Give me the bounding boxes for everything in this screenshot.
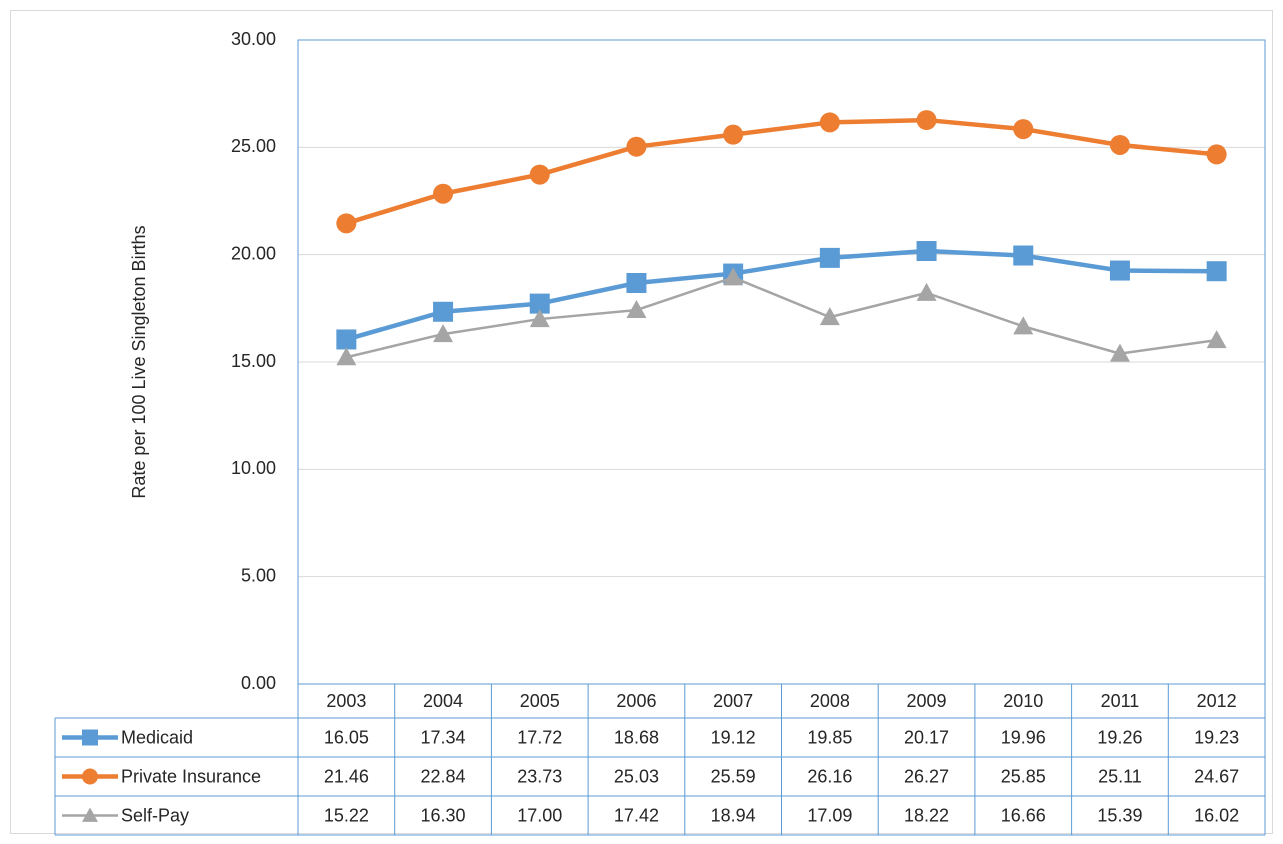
- marker: [1206, 144, 1227, 165]
- y-axis-label: Rate per 100 Live Singleton Births: [129, 225, 149, 498]
- legend-label: Self-Pay: [121, 805, 189, 825]
- table-value: 25.59: [711, 766, 756, 786]
- marker: [1013, 119, 1034, 140]
- x-tick-label: 2004: [423, 691, 463, 711]
- x-tick-label: 2010: [1003, 691, 1043, 711]
- marker: [1206, 261, 1227, 282]
- table-value: 26.16: [807, 766, 852, 786]
- table-value: 16.66: [1001, 805, 1046, 825]
- x-tick-label: 2003: [326, 691, 366, 711]
- table-value: 19.26: [1097, 727, 1142, 747]
- x-tick-label: 2007: [713, 691, 753, 711]
- y-tick-label: 10.00: [231, 458, 276, 478]
- marker: [723, 124, 744, 145]
- marker: [529, 164, 550, 185]
- table-value: 15.39: [1097, 805, 1142, 825]
- y-tick-label: 5.00: [241, 565, 276, 585]
- marker: [529, 309, 550, 328]
- marker: [336, 213, 357, 234]
- marker: [626, 273, 647, 294]
- table-value: 15.22: [324, 805, 369, 825]
- marker: [916, 110, 937, 131]
- table-value: 23.73: [517, 766, 562, 786]
- table-value: 17.72: [517, 727, 562, 747]
- table-value: 18.22: [904, 805, 949, 825]
- marker: [916, 241, 937, 262]
- table-value: 18.94: [711, 805, 756, 825]
- legend-label: Private Insurance: [121, 766, 261, 786]
- x-tick-label: 2011: [1101, 691, 1140, 711]
- series-line: [345, 117, 1217, 226]
- marker: [723, 267, 744, 286]
- marker: [916, 282, 937, 301]
- table-value: 21.46: [324, 766, 369, 786]
- marker: [819, 247, 840, 268]
- series-line: [346, 276, 1217, 359]
- marker: [82, 768, 98, 785]
- marker: [433, 324, 454, 343]
- table-value: 16.30: [421, 805, 466, 825]
- table-value: 17.34: [421, 727, 466, 747]
- table-value: 20.17: [904, 727, 949, 747]
- marker: [1013, 316, 1034, 335]
- marker: [1013, 245, 1034, 266]
- x-tick-label: 2008: [810, 691, 850, 711]
- marker: [82, 729, 98, 746]
- table-value: 17.00: [517, 805, 562, 825]
- marker: [626, 136, 647, 157]
- marker: [626, 300, 647, 319]
- y-tick-label: 20.00: [231, 243, 276, 263]
- marker: [336, 347, 357, 366]
- marker: [819, 112, 840, 133]
- marker: [1109, 343, 1130, 362]
- table-value: 19.23: [1194, 727, 1239, 747]
- marker: [819, 307, 840, 326]
- table-value: 18.68: [614, 727, 659, 747]
- marker: [336, 329, 357, 350]
- marker: [82, 807, 98, 822]
- table-value: 19.96: [1001, 727, 1046, 747]
- x-tick-label: 2009: [907, 691, 947, 711]
- table-value: 24.67: [1194, 766, 1239, 786]
- table-value: 26.27: [904, 766, 949, 786]
- table-value: 25.85: [1001, 766, 1046, 786]
- table-value: 17.09: [807, 805, 852, 825]
- x-tick-label: 2012: [1197, 691, 1237, 711]
- table-value: 17.42: [614, 805, 659, 825]
- marker: [433, 301, 454, 322]
- table-value: 16.02: [1194, 805, 1239, 825]
- legend-label: Medicaid: [121, 727, 193, 747]
- marker: [529, 293, 550, 314]
- table-value: 19.12: [711, 727, 756, 747]
- marker: [1109, 134, 1130, 155]
- y-tick-label: 30.00: [231, 29, 276, 49]
- table-value: 25.11: [1098, 766, 1142, 786]
- table-value: 16.05: [324, 727, 369, 747]
- table-value: 22.84: [421, 766, 466, 786]
- y-tick-label: 25.00: [231, 136, 276, 156]
- marker: [433, 183, 454, 204]
- x-tick-label: 2005: [520, 691, 560, 711]
- table-value: 19.85: [807, 727, 852, 747]
- y-tick-label: 15.00: [231, 351, 276, 371]
- x-tick-label: 2006: [616, 691, 656, 711]
- marker: [1206, 330, 1227, 349]
- marker: [1109, 260, 1130, 281]
- series-line: [345, 248, 1217, 342]
- table-value: 25.03: [614, 766, 659, 786]
- y-tick-label: 0.00: [241, 673, 276, 693]
